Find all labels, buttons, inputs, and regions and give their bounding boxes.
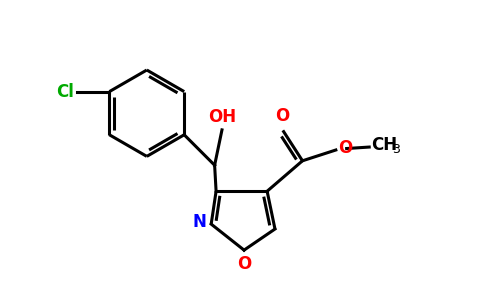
Text: O: O [275, 107, 289, 125]
Text: N: N [193, 213, 206, 231]
Text: Cl: Cl [56, 82, 74, 100]
Text: O: O [237, 255, 251, 273]
Text: OH: OH [208, 108, 236, 126]
Text: 3: 3 [392, 142, 400, 155]
Text: O: O [338, 139, 352, 157]
Text: CH: CH [371, 136, 397, 154]
